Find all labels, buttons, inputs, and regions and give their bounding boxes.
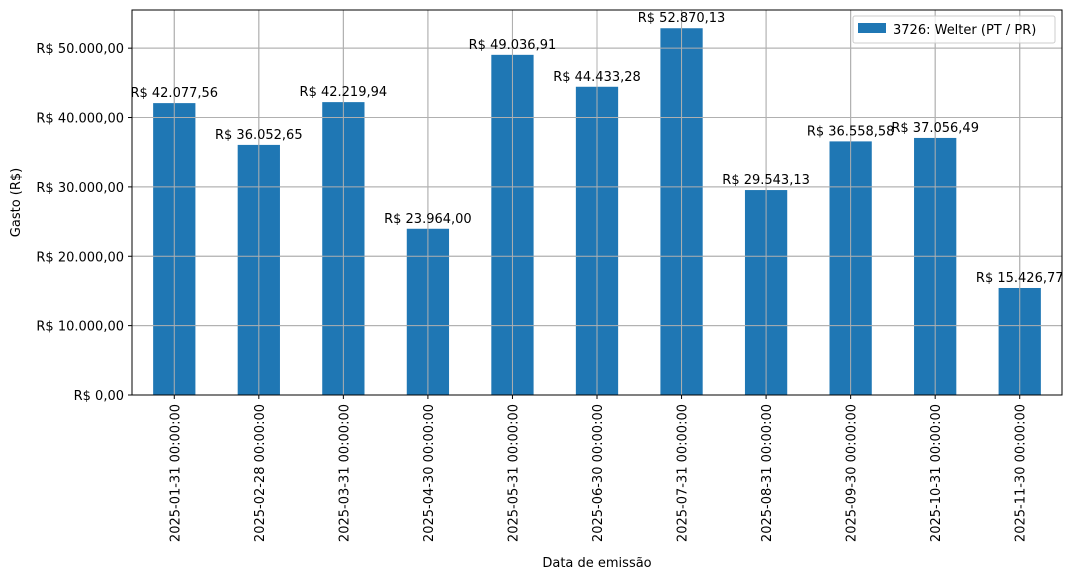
- bar-value-label: R$ 15.426,77: [976, 271, 1064, 286]
- y-tick-label: R$ 30.000,00: [36, 181, 124, 196]
- x-tick-label: 2025-04-30 00:00:00: [422, 404, 437, 542]
- bar-value-label: R$ 23.964,00: [384, 212, 472, 227]
- x-axis-title: Data de emissão: [542, 556, 651, 571]
- bar-value-label: R$ 49.036,91: [469, 38, 557, 53]
- legend: 3726: Welter (PT / PR): [852, 15, 1056, 44]
- x-tick-label: 2025-03-31 00:00:00: [337, 404, 352, 542]
- legend-label: 3726: Welter (PT / PR): [893, 23, 1036, 38]
- y-tick-label: R$ 10.000,00: [36, 320, 124, 335]
- y-axis-title: Gasto (R$): [9, 168, 24, 237]
- bar-value-label: R$ 36.052,65: [215, 128, 303, 143]
- bar-value-label: R$ 52.870,13: [638, 11, 726, 26]
- legend-swatch: [858, 23, 886, 33]
- legend-box: [852, 15, 1056, 44]
- x-tick-label: 2025-01-31 00:00:00: [168, 404, 183, 542]
- bar-value-label: R$ 37.056,49: [891, 121, 979, 136]
- x-tick-label: 2025-05-31 00:00:00: [506, 404, 521, 542]
- y-axis: R$ 0,00 R$ 10.000,00 R$ 20.000,00 R$ 30.000…: [36, 42, 132, 404]
- x-tick-label: 2025-06-30 00:00:00: [591, 404, 606, 542]
- x-tick-label: 2025-02-28 00:00:00: [253, 404, 268, 542]
- bar-value-label: R$ 44.433,28: [553, 70, 641, 85]
- y-tick-label: R$ 20.000,00: [36, 250, 124, 265]
- x-tick-label: 2025-07-31 00:00:00: [676, 404, 691, 542]
- x-tick-label: 2025-10-31 00:00:00: [929, 404, 944, 542]
- x-tick-label: 2025-08-31 00:00:00: [760, 404, 775, 542]
- y-tick-label: R$ 50.000,00: [36, 42, 124, 57]
- bar-value-label: R$ 42.219,94: [300, 85, 388, 100]
- y-tick-label: R$ 0,00: [74, 389, 124, 404]
- bar-value-label: R$ 29.543,13: [722, 173, 810, 188]
- x-tick-label: 2025-11-30 00:00:00: [1014, 404, 1029, 542]
- y-tick-label: R$ 40.000,00: [36, 112, 124, 127]
- bar-value-labels: R$ 42.077,56 R$ 36.052,65 R$ 42.219,94 R$ 2…: [130, 11, 1063, 286]
- bar-value-label: R$ 42.077,56: [130, 86, 218, 101]
- x-tick-label: 2025-09-30 00:00:00: [845, 404, 860, 542]
- bar-value-label: R$ 36.558,58: [807, 124, 895, 139]
- x-axis: 2025-01-31 00:00:00 2025-02-28 00:00:00 20…: [168, 395, 1029, 542]
